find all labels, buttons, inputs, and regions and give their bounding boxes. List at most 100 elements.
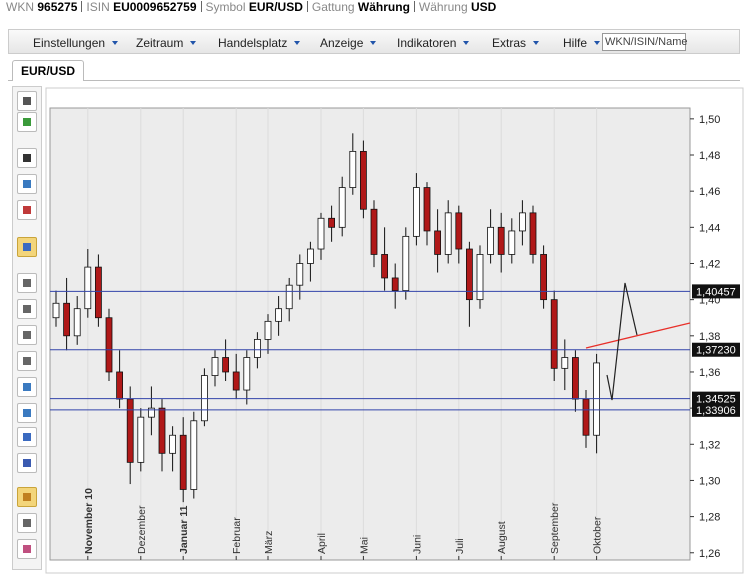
- candle-body: [179, 434, 187, 490]
- menu-bar: WKN/ISIN/Name Einstellungen Zeitraum Hande…: [8, 29, 740, 54]
- field-label: ISIN: [86, 0, 110, 14]
- field-value: Währung: [357, 0, 410, 14]
- tool-icon: [23, 206, 31, 214]
- menu-item[interactable]: Einstellungen: [33, 36, 119, 50]
- x-tick-label: Oktober: [592, 516, 604, 554]
- tool-button[interactable]: [17, 539, 37, 559]
- x-tick-label: April: [316, 533, 328, 554]
- tool-button[interactable]: [17, 148, 37, 168]
- y-tick-label: 1,34: [699, 403, 720, 415]
- candle-body: [147, 407, 155, 418]
- candle-body: [296, 263, 304, 286]
- level-label: 1,33906: [696, 405, 736, 417]
- tool-button[interactable]: [17, 427, 37, 447]
- instrument-header: WKN 965275 ISIN EU0009652759 Symbol EUR/US…: [6, 0, 496, 14]
- plot-area: [49, 107, 691, 561]
- y-tick-label: 1,50: [699, 114, 720, 126]
- tool-icon: [23, 305, 31, 313]
- candle-body: [169, 434, 177, 454]
- candle-body: [497, 226, 505, 255]
- candle-body: [582, 398, 590, 436]
- candle-body: [105, 317, 113, 373]
- search-input[interactable]: WKN/ISIN/Name: [602, 33, 688, 51]
- y-tick-label: 1,42: [699, 258, 720, 270]
- field-value: USD: [470, 0, 497, 14]
- candle-body: [391, 277, 399, 292]
- candle-body: [52, 302, 60, 319]
- x-tick-label: September: [549, 502, 561, 554]
- dropdown-arrow: [294, 41, 301, 45]
- level-label: 1,34525: [696, 394, 736, 406]
- candle-body: [222, 357, 230, 373]
- chart-frame: [45, 87, 744, 574]
- candle-body: [211, 357, 219, 376]
- tool-button[interactable]: [17, 237, 37, 257]
- candle-body: [328, 217, 336, 228]
- menu-item[interactable]: Zeitraum: [136, 36, 197, 50]
- candle-body: [508, 230, 516, 255]
- tool-button[interactable]: [17, 200, 37, 220]
- candle-body: [126, 398, 134, 463]
- tool-button[interactable]: [17, 273, 37, 293]
- menu-label: Indikatoren: [397, 36, 457, 50]
- candle-body: [550, 299, 558, 369]
- tool-button[interactable]: [17, 351, 37, 371]
- candle-body: [434, 230, 442, 255]
- x-tick-label: Dezember: [136, 505, 148, 554]
- candle-body: [95, 266, 102, 319]
- tool-icon: [23, 118, 31, 126]
- tab-bar: EUR/USD: [8, 58, 740, 81]
- menu-label: Anzeige: [320, 36, 364, 50]
- tool-button[interactable]: [17, 377, 37, 397]
- drawing: [606, 282, 638, 401]
- level-label-box: [692, 391, 740, 406]
- tool-icon: [23, 154, 31, 162]
- menu-label: Hilfe: [563, 36, 588, 50]
- tab[interactable]: EUR/USD: [12, 60, 84, 81]
- candle-body: [381, 254, 389, 279]
- dropdown-arrow: [112, 41, 119, 45]
- menu-item[interactable]: Handelsplatz: [218, 36, 301, 50]
- tool-icon: [23, 180, 31, 188]
- candle-body: [359, 150, 367, 210]
- x-tick-label: November 10: [83, 488, 95, 554]
- tool-button[interactable]: [17, 91, 37, 111]
- tool-button[interactable]: [17, 325, 37, 345]
- menu-item[interactable]: Extras: [492, 36, 540, 50]
- tool-icon: [23, 97, 31, 105]
- menu-label: Einstellungen: [33, 36, 106, 50]
- tool-icon: [23, 383, 31, 391]
- tool-icon: [23, 279, 31, 287]
- tool-button[interactable]: [17, 112, 37, 132]
- y-tick-label: 1,30: [699, 475, 720, 487]
- tool-button[interactable]: [17, 174, 37, 194]
- tool-icon: [23, 409, 31, 417]
- y-tick-label: 1,40: [699, 295, 720, 307]
- candle-body: [412, 187, 420, 237]
- separator: [81, 1, 83, 12]
- candle-body: [84, 266, 92, 310]
- tool-button[interactable]: [17, 453, 37, 473]
- menu-label: Handelsplatz: [218, 36, 288, 50]
- candle-body: [540, 254, 547, 301]
- tool-icon: [23, 433, 31, 441]
- x-tick-label: Februar: [231, 517, 243, 554]
- y-tick-label: 1,48: [699, 150, 720, 162]
- tool-button[interactable]: [17, 403, 37, 423]
- candle-body: [465, 248, 473, 301]
- menu-item[interactable]: Anzeige: [320, 36, 377, 50]
- tool-button[interactable]: [17, 299, 37, 319]
- dropdown-arrow: [533, 41, 540, 45]
- tool-button[interactable]: [17, 487, 37, 507]
- candle-body: [158, 407, 166, 454]
- menu-item[interactable]: Hilfe: [563, 36, 601, 50]
- x-tick-label: März: [263, 531, 275, 554]
- x-tick-label: Juni: [411, 535, 423, 554]
- menu-item[interactable]: Indikatoren: [397, 36, 470, 50]
- candle-body: [243, 357, 251, 391]
- x-tick-label: Januar 11: [178, 505, 190, 554]
- candle-body: [402, 235, 410, 292]
- candle-body: [444, 212, 452, 255]
- tool-button[interactable]: [17, 513, 37, 533]
